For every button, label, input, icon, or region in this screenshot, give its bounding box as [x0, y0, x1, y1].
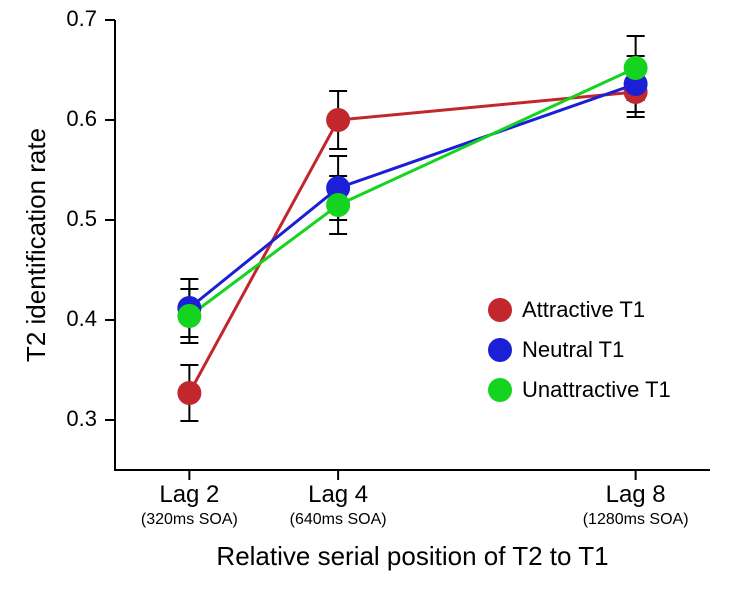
legend-label: Neutral T1 [522, 337, 624, 362]
series-line [189, 84, 635, 308]
x-tick-label-bottom: (1280ms SOA) [583, 511, 689, 528]
legend-label: Unattractive T1 [522, 377, 671, 402]
data-marker [326, 108, 350, 132]
legend-label: Attractive T1 [522, 297, 645, 322]
data-marker [177, 381, 201, 405]
x-tick-label-top: Lag 2 [159, 481, 219, 508]
y-axis-title: T2 identification rate [21, 128, 51, 362]
x-tick-label-top: Lag 8 [606, 481, 666, 508]
series-line [189, 68, 635, 316]
legend-marker [488, 378, 512, 402]
x-axis-title: Relative serial position of T2 to T1 [216, 541, 608, 571]
y-tick-label: 0.3 [66, 406, 97, 431]
data-marker [624, 56, 648, 80]
data-marker [177, 304, 201, 328]
legend-marker [488, 298, 512, 322]
y-tick-label: 0.7 [66, 6, 97, 31]
y-tick-label: 0.6 [66, 106, 97, 131]
x-tick-label-bottom: (320ms SOA) [141, 511, 238, 528]
y-tick-label: 0.5 [66, 206, 97, 231]
chart-svg: 0.3 0.4 0.5 0.6 0.7 Lag 2 (320ms SOA) Lag 4 (640… [0, 0, 752, 598]
data-marker [326, 193, 350, 217]
x-tick-label-top: Lag 4 [308, 481, 368, 508]
axis-box [115, 20, 710, 470]
y-tick-label: 0.4 [66, 306, 97, 331]
chart-container: 0.3 0.4 0.5 0.6 0.7 Lag 2 (320ms SOA) Lag 4 (640… [0, 0, 752, 598]
legend-marker [488, 338, 512, 362]
x-tick-label-bottom: (640ms SOA) [290, 511, 387, 528]
